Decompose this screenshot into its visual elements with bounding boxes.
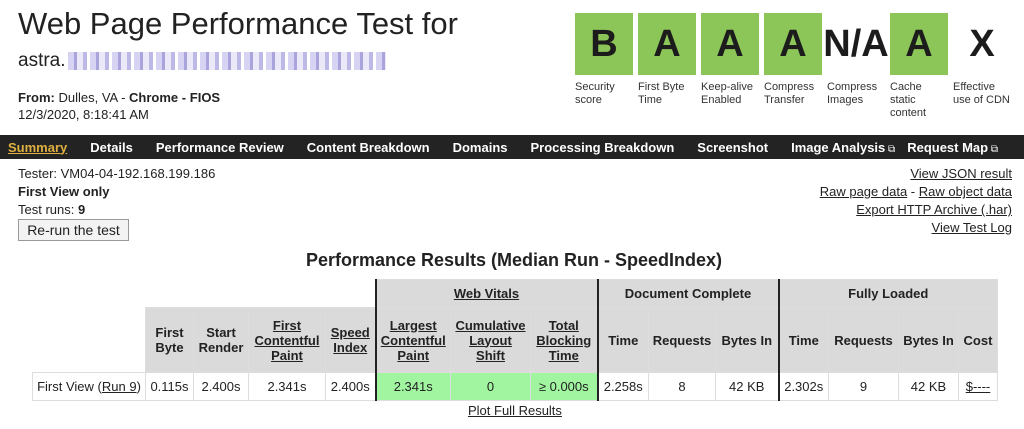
cell-first-byte: 0.115s — [145, 372, 194, 401]
runs-count: 9 — [77, 202, 86, 217]
col-doc-time: Time — [596, 307, 649, 373]
table-row: First View (Run 9) 0.115s 2.400s 2.341s … — [32, 372, 998, 401]
tab-request-map[interactable]: Request Map ⧉ — [907, 140, 998, 155]
grade-label: Compress Transfer — [764, 81, 815, 106]
cell-tbt: ≥ 0.000s — [530, 372, 598, 401]
test-date: 12/3/2020, 8:18:41 AM — [18, 107, 149, 122]
external-link-icon: ⧉ — [988, 143, 999, 155]
plot-full-results-link[interactable]: Plot Full Results — [468, 403, 562, 418]
raw-object-data-link[interactable]: Raw object data — [918, 184, 1012, 199]
from-label: From: — [18, 90, 55, 105]
connection: FIOS — [189, 90, 221, 105]
page-title: Web Page Performance Test for — [18, 6, 458, 41]
tested-url: astra. — [18, 50, 386, 72]
col-cost: Cost — [958, 307, 998, 373]
raw-data-links: Raw page data - Raw object data — [820, 184, 1012, 199]
grade-keep-alive[interactable]: A — [701, 13, 759, 75]
col-fcp[interactable]: First Contentful Paint — [248, 307, 326, 373]
cell-full-bytes: 42 KB — [898, 372, 959, 401]
tab-screenshot[interactable]: Screenshot — [697, 139, 769, 155]
row-label: First View (Run 9) — [32, 372, 146, 401]
group-fully-loaded: Fully Loaded — [777, 279, 998, 308]
tab-processing-breakdown[interactable]: Processing Breakdown — [530, 139, 675, 155]
cell-fcp: 2.341s — [248, 372, 326, 401]
grade-security[interactable]: B — [575, 13, 633, 75]
cell-start-render: 2.400s — [193, 372, 249, 401]
nav-bar: Summary Details Performance Review Conte… — [0, 135, 1024, 159]
group-document-complete: Document Complete — [596, 279, 779, 308]
cell-speed-index: 2.400s — [325, 372, 376, 401]
export-har-link[interactable]: Export HTTP Archive (.har) — [856, 202, 1012, 217]
row-label-close: ) — [136, 379, 141, 394]
grade-label: Effective use of CDN — [953, 81, 1010, 106]
grade-compress-images[interactable]: N/A — [823, 22, 889, 65]
view-mode: First View only — [18, 184, 110, 199]
url-prefix: astra. — [18, 50, 66, 71]
grade-label: Cache static content — [890, 81, 927, 119]
cell-doc-requests: 8 — [648, 372, 716, 401]
grade-cache-static[interactable]: A — [890, 13, 948, 75]
col-full-time: Time — [777, 307, 829, 373]
cost-link[interactable]: $---- — [958, 372, 998, 401]
col-start-render: Start Render — [193, 307, 249, 373]
view-json-link[interactable]: View JSON result — [910, 166, 1012, 181]
row-label-text: First View ( — [37, 379, 102, 394]
run-link[interactable]: Run 9 — [101, 379, 137, 394]
grade-cdn[interactable]: X — [969, 22, 995, 65]
col-doc-requests: Requests — [648, 307, 716, 373]
tab-summary[interactable]: Summary — [8, 139, 68, 155]
col-first-byte: First Byte — [145, 307, 194, 373]
grade-first-byte[interactable]: A — [638, 13, 696, 75]
grade-label: Keep-alive Enabled — [701, 81, 753, 106]
tab-label: Request Map — [907, 139, 989, 155]
redacted-url — [67, 52, 386, 70]
cell-full-time: 2.302s — [777, 372, 829, 401]
external-link-icon: ⧉ — [885, 143, 896, 155]
grade-label: Security score — [575, 81, 615, 106]
tab-performance-review[interactable]: Performance Review — [155, 139, 284, 155]
grade-label: First Byte Time — [638, 81, 685, 106]
rerun-test-button[interactable]: Re-run the test — [18, 219, 129, 241]
col-speed-index[interactable]: Speed Index — [325, 307, 376, 373]
tab-image-analysis[interactable]: Image Analysis ⧉ — [791, 140, 895, 155]
grade-label: Compress Images — [827, 81, 878, 106]
tab-content-breakdown[interactable]: Content Breakdown — [306, 139, 430, 155]
separator: - — [910, 184, 916, 199]
test-runs: Test runs: 9 — [18, 202, 85, 217]
location: Dulles, VA — [58, 90, 118, 105]
browser: Chrome — [129, 90, 179, 105]
col-doc-bytes: Bytes In — [715, 307, 779, 373]
test-location: From: Dulles, VA - Chrome - FIOS — [18, 90, 221, 105]
cell-cls: 0 — [450, 372, 531, 401]
cell-full-requests: 9 — [828, 372, 899, 401]
group-web-vitals[interactable]: Web Vitals — [374, 279, 598, 308]
results-table: Web Vitals Document Complete Fully Loade… — [32, 279, 998, 401]
raw-page-data-link[interactable]: Raw page data — [819, 184, 908, 199]
col-cls[interactable]: Cumulative Layout Shift — [450, 307, 531, 373]
cell-lcp: 2.341s — [374, 372, 451, 401]
col-lcp[interactable]: Largest Contentful Paint — [374, 307, 451, 373]
grade-compress-transfer[interactable]: A — [764, 13, 822, 75]
tab-label: Image Analysis — [791, 139, 886, 155]
tester-info: Tester: VM04-04-192.168.199.186 — [18, 166, 216, 181]
cell-doc-bytes: 42 KB — [715, 372, 779, 401]
col-tbt[interactable]: Total Blocking Time — [530, 307, 598, 373]
cell-doc-time: 2.258s — [596, 372, 649, 401]
runs-label: Test runs: — [18, 202, 75, 217]
tab-domains[interactable]: Domains — [452, 139, 508, 155]
results-title: Performance Results (Median Run - SpeedI… — [305, 250, 723, 270]
col-full-requests: Requests — [828, 307, 899, 373]
col-full-bytes: Bytes In — [898, 307, 959, 373]
tab-details[interactable]: Details — [90, 139, 133, 155]
view-test-log-link[interactable]: View Test Log — [931, 220, 1012, 235]
